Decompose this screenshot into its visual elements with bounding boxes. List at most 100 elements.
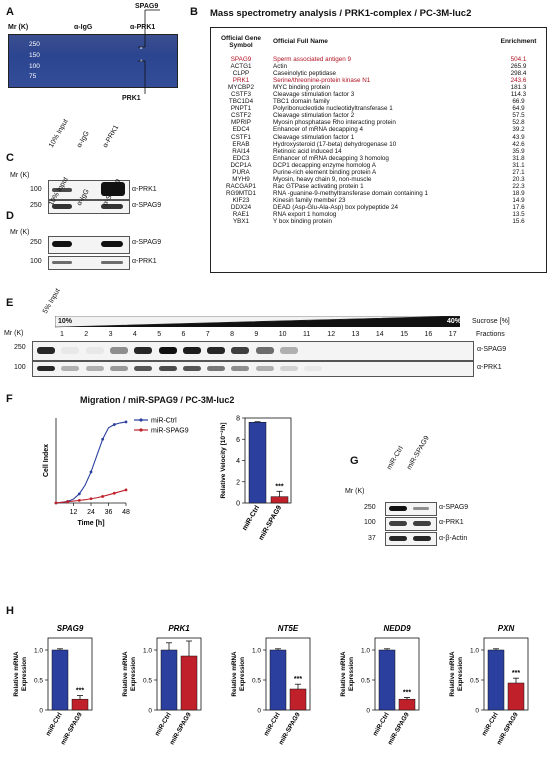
panel-e-marker-250: 250: [14, 344, 26, 351]
ms-cell-name: MYC binding protein: [273, 84, 331, 92]
panel-a-marker-75: 75: [29, 73, 37, 80]
ms-cell-enrichment: 17.6: [512, 203, 525, 211]
ms-row: CLPP Caseinolytic peptidase 298.4: [211, 70, 546, 77]
ms-cell-symbol: KIF23: [232, 196, 250, 204]
blot-band: [280, 347, 298, 354]
y-tick-label: 0.5: [361, 678, 370, 685]
ms-cell-symbol: DDX24: [230, 203, 252, 211]
fraction-number: 10: [278, 331, 287, 338]
x-category-label: miR-SPAG9: [60, 711, 84, 746]
significance-mark: ***: [76, 688, 84, 695]
ms-cell-name: Kinesin family member 23: [273, 196, 346, 204]
data-point: [101, 495, 105, 498]
panel-label-a: A: [6, 6, 14, 18]
ms-header-symbol: Official Gene Symbol: [220, 34, 262, 49]
fraction-number: 4: [132, 331, 137, 338]
bar: [248, 422, 267, 504]
bar: [270, 496, 289, 504]
data-point: [54, 501, 58, 505]
blot-band: [280, 366, 298, 371]
panel-a-marker-150: 150: [29, 52, 40, 59]
ms-table-body: SPAG9 Sperm associated antigen 9 504.1 ACTG…: [211, 56, 546, 225]
panel-label-d: D: [6, 210, 14, 222]
panel-e-gradient-start: 10%: [58, 318, 73, 325]
ms-cell-symbol: EDC4: [232, 126, 250, 134]
y-tick-label: 2: [236, 479, 240, 486]
f-line-xlabel: Time [h]: [77, 520, 104, 527]
ms-cell-symbol: RACGAP1: [225, 182, 257, 190]
ms-row: EDC3 Enhancer of mRNA decapping 3 homolog…: [211, 155, 546, 162]
x-category-label: miR-Ctrl: [372, 711, 391, 737]
panel-c-lane-igg: α-IgG: [75, 130, 91, 149]
ms-cell-name: Serine/threonine-protein kinase N1: [273, 77, 371, 85]
ms-row: MYH9 Myosin, heavy chain 9, non-muscle 20.…: [211, 176, 546, 183]
blot-band: [134, 366, 153, 371]
panel-c-marker-100: 100: [30, 186, 42, 193]
ms-row: ERAB Hydroxysteroid (17-beta) dehydrogena…: [211, 141, 546, 148]
ms-cell-enrichment: 31.8: [512, 154, 525, 162]
ms-cell-enrichment: 43.9: [512, 133, 525, 141]
panel-c-lane-prk1: α-PRK1: [101, 124, 121, 149]
blot-band: [85, 347, 104, 354]
ms-cell-enrichment: 15.6: [512, 218, 525, 226]
h-chart-nt5e: NT5E 0 0.5 1.0 Relative mRNA Expression miR-Ct…: [231, 624, 311, 746]
h-chart-ylabel-2: Expression: [130, 657, 137, 691]
bar: [398, 698, 416, 711]
panel-a-mr-label: Mr (K): [8, 24, 29, 31]
h-chart-frame: [483, 637, 529, 711]
blot-band: [109, 366, 128, 371]
bar: [507, 682, 525, 711]
series-line-0: [55, 421, 127, 504]
y-tick-label: 0: [475, 708, 479, 715]
panel-label-c: C: [6, 152, 14, 164]
ms-cell-enrichment: 20.3: [512, 175, 525, 183]
blot-band: [61, 366, 80, 371]
panel-f-title: Migration / miR-SPAG9 / PC-3M-luc2: [80, 395, 235, 405]
blot-band: [134, 347, 153, 354]
ms-cell-symbol: RG9MTD1: [225, 189, 257, 197]
f-line-ylabel: Cell Index: [43, 444, 50, 477]
ms-row: CSTF3 Cleavage stimulation factor 3 114.3: [211, 91, 546, 98]
bar: [71, 698, 89, 711]
ms-cell-name: RNA export 1 homolog: [273, 211, 337, 219]
significance-mark: ***: [403, 689, 411, 696]
panel-b-title: Mass spectrometry analysis / PRK1-comple…: [210, 8, 472, 19]
ms-row: TBC1D4 TBC1 domain family 66.9: [211, 98, 546, 105]
ms-row: CSTF2 Cleavage stimulation factor 2 57.5: [211, 112, 546, 119]
ms-cell-enrichment: 52.8: [512, 119, 525, 127]
ms-cell-enrichment: 504.1: [510, 56, 527, 63]
ms-row: DDX24 DEAD (Asp-Glu-Ala-Asp) box polypept…: [211, 204, 546, 211]
panel-d-blot-spag9: [48, 236, 130, 254]
ms-cell-symbol: MPRIP: [231, 119, 251, 127]
fraction-number: 13: [351, 331, 360, 338]
fraction-number: 2: [84, 331, 89, 338]
panel-a-marker-250: 250: [29, 41, 40, 48]
h-chart-title: PXN: [498, 624, 515, 633]
ms-row: PURA Purine-rich element binding protein …: [211, 169, 546, 176]
significance-mark: ***: [512, 670, 520, 677]
fraction-number: 14: [375, 331, 384, 338]
panel-g-lane-spag9: miR-SPAG9: [405, 434, 431, 471]
blot-band: [255, 366, 274, 371]
ms-cell-enrichment: 265.9: [510, 63, 527, 71]
panel-f-bar-chart: 0 2 4 6 8 Relative Velocity [10⁻²/h] miR-Ctrlm…: [220, 416, 292, 542]
significance-mark: ***: [294, 676, 302, 683]
ms-cell-symbol: CSTF1: [231, 133, 251, 141]
y-tick-label: 6: [236, 437, 240, 444]
ms-cell-symbol: PRK1: [232, 77, 250, 85]
ms-cell-symbol: RAI14: [232, 147, 250, 155]
h-chart-ylabel: Relative mRNA: [449, 651, 456, 697]
blot-band: [61, 347, 80, 354]
panel-g-ab-spag9: α-SPAG9: [439, 504, 469, 511]
ms-row: MPRIP Myosin phosphatase Rho interacting …: [211, 119, 546, 126]
bar: [180, 655, 198, 711]
h-chart-frame: [47, 637, 93, 711]
panel-g-mr-label: Mr (K): [345, 488, 365, 495]
x-category-label: miR-SPAG9: [169, 711, 193, 746]
ms-cell-name: Enhancer of mRNA decapping 3 homolog: [273, 154, 389, 162]
ms-cell-symbol: DCP1A: [230, 161, 252, 169]
blot-band: [85, 366, 104, 371]
panel-g-blot-spag9: [385, 502, 437, 516]
panel-a-spag9-callout: SPAG9: [135, 3, 159, 10]
y-tick-label: 0: [257, 708, 261, 715]
